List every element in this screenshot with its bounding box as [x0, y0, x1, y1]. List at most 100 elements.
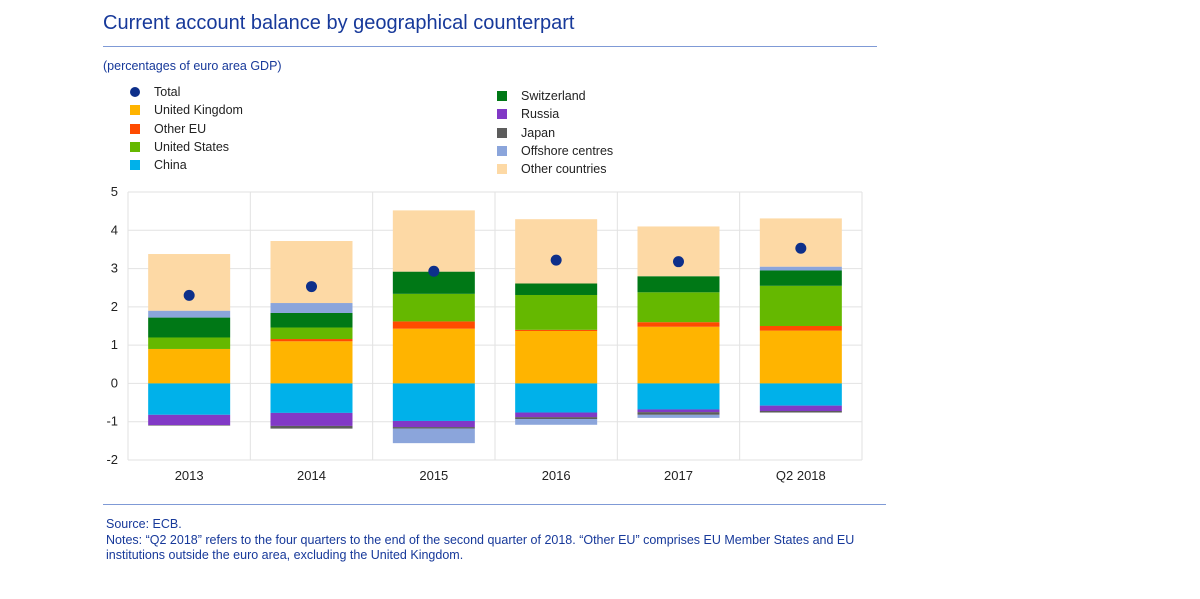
bar-segment-switzerland [515, 283, 598, 295]
legend-swatch [130, 160, 140, 171]
total-marker [428, 265, 440, 277]
bar-segment-switzerland [759, 270, 842, 286]
bar-segment-other-countries [637, 226, 720, 277]
total-marker [795, 242, 807, 254]
bar-segment-united-kingdom [515, 330, 598, 384]
legend-label: United Kingdom [154, 103, 243, 118]
bar-segment-other-countries [148, 254, 231, 311]
bar-segment-offshore-centres [148, 310, 231, 318]
bar-segment-china [759, 383, 842, 406]
bar-segment-russia [392, 420, 475, 428]
bar-segment-offshore-centres-neg [515, 419, 598, 425]
bar-segment-switzerland [148, 317, 231, 338]
bar-segment-united-kingdom [637, 326, 720, 384]
y-tick-label: -1 [106, 414, 118, 429]
bar-segment-other-eu [637, 322, 720, 327]
legend-swatch [130, 123, 140, 134]
legend-label: Other EU [154, 121, 207, 136]
bar-segment-offshore-centres-neg [392, 428, 475, 444]
notes-divider [103, 504, 886, 505]
bar-segment-united-kingdom [392, 328, 475, 384]
bar-segment-other-eu [270, 339, 353, 342]
total-marker [550, 254, 562, 266]
notes: Source: ECB. Notes: “Q2 2018” refers to … [106, 517, 886, 564]
x-tick-label: 2014 [297, 468, 326, 483]
bar-segment-russia [270, 412, 353, 426]
y-tick-label: 1 [111, 337, 118, 352]
legend-swatch [497, 91, 507, 101]
bar-segment-japan [637, 412, 720, 415]
legend-label: Russia [521, 107, 560, 122]
bar-segment-other-countries [759, 218, 842, 267]
bar-segment-other-eu [515, 329, 598, 331]
x-tick-label: 2016 [542, 468, 571, 483]
bar-segment-china [148, 383, 231, 415]
legend-label: Japan [521, 125, 556, 140]
bar-segment-japan [270, 425, 353, 429]
y-tick-label: 2 [111, 299, 118, 314]
bar-segment-switzerland [270, 312, 353, 328]
bar-segment-united-states [270, 327, 353, 340]
bar-segment-offshore-centres [759, 266, 842, 271]
total-marker [673, 256, 684, 268]
bar-segment-other-countries [392, 210, 475, 272]
bar-segment-other-countries [270, 241, 353, 304]
legend-swatch [497, 109, 507, 120]
legend-label: Offshore centres [521, 143, 614, 158]
legend-label: China [154, 158, 187, 173]
x-tick-label: 2017 [664, 468, 693, 483]
bar-segment-russia [759, 405, 842, 411]
y-tick-label: 4 [111, 222, 118, 237]
bar-segment-russia [515, 412, 598, 418]
total-marker [183, 289, 195, 301]
bar-segment-japan [392, 427, 475, 429]
legend-label: United States [154, 139, 230, 154]
bar-segment-offshore-centres [270, 303, 353, 313]
bar-segment-united-states [759, 285, 842, 326]
total-marker [306, 281, 317, 293]
bar-segment-offshore-centres-neg [637, 414, 720, 418]
legend-swatch [130, 105, 140, 116]
bar-segment-united-states [637, 292, 720, 323]
bar-segment-switzerland [637, 276, 720, 293]
bar-segment-other-eu [759, 326, 842, 331]
legend-swatch [497, 145, 507, 156]
bar-segment-united-states [392, 293, 475, 322]
legend-swatch [130, 141, 140, 152]
bar-segment-united-kingdom [148, 348, 231, 384]
x-tick-label: Q2 2018 [776, 468, 826, 483]
chart-title: Current account balance by geographical … [103, 12, 575, 34]
y-tick-label: 5 [111, 184, 118, 199]
bar-segment-united-kingdom [270, 341, 353, 384]
bar-segment-switzerland [392, 271, 475, 294]
notes-text: Notes: “Q2 2018” refers to the four quar… [106, 532, 855, 563]
legend-label: Total [154, 85, 181, 99]
bar-segment-other-countries [515, 219, 598, 284]
bar-segment-japan [515, 417, 598, 420]
bar-segment-united-kingdom [759, 330, 842, 384]
bar-segment-china [515, 383, 598, 413]
x-tick-label: 2015 [419, 468, 448, 483]
y-tick-label: 0 [111, 375, 118, 390]
bar-segment-united-states [148, 337, 231, 349]
bar-segment-china [637, 383, 720, 410]
legend-swatch [130, 87, 140, 97]
bar-segment-united-states [515, 294, 598, 330]
bar-segment-japan [148, 425, 231, 426]
chart-subtitle: (percentages of euro area GDP) [103, 59, 282, 73]
bar-segment-china [392, 383, 475, 421]
y-tick-label: 3 [111, 261, 118, 276]
x-tick-label: 2013 [175, 468, 204, 483]
y-tick-label: -2 [106, 452, 118, 467]
bar-segment-china [270, 383, 353, 413]
bar-segment-russia [637, 409, 720, 413]
bar-segment-other-eu [392, 321, 475, 329]
source-note: Source: ECB. [106, 517, 182, 531]
title-divider [103, 46, 877, 47]
legend-swatch [497, 127, 507, 138]
bar-segment-russia [148, 414, 231, 426]
legend-swatch [497, 164, 507, 175]
legend-label: Other countries [521, 162, 607, 177]
legend-label: Switzerland [521, 89, 586, 103]
